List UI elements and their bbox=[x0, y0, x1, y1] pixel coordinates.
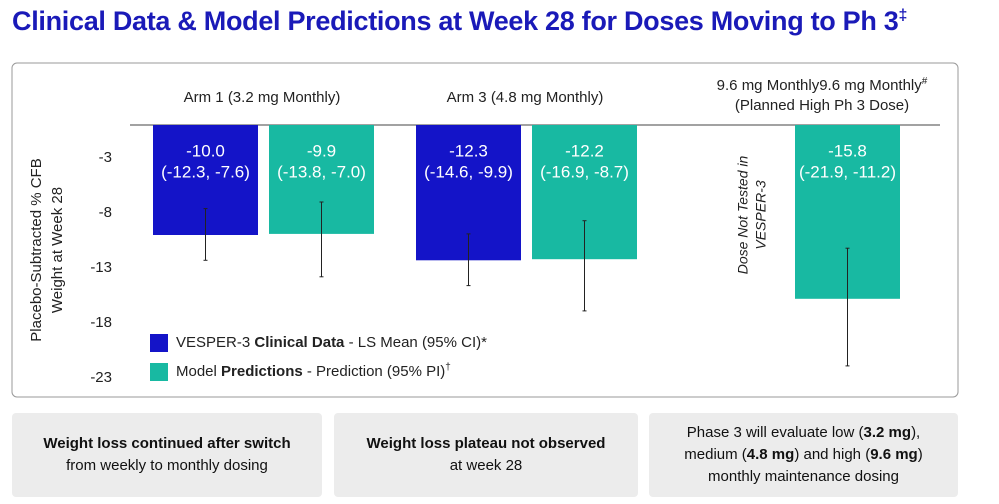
footer-text: monthly maintenance dosing bbox=[708, 468, 899, 485]
footer-line: at week 28 bbox=[450, 455, 523, 477]
value-label: -9.9 bbox=[307, 141, 336, 160]
ci-label: (-12.3, -7.6) bbox=[161, 162, 250, 181]
footer-line: medium (4.8 mg) and high (9.6 mg) bbox=[684, 444, 922, 466]
footer-text: 3.2 mg bbox=[863, 424, 912, 441]
category-text: 9.6 mg Monthly bbox=[819, 77, 922, 94]
category-label: 9.6 mg Monthly9.6 mg Monthly# bbox=[717, 76, 928, 94]
ci-label: (-13.8, -7.0) bbox=[277, 162, 366, 181]
footer-box: Weight loss continued after switch from w… bbox=[12, 413, 322, 497]
value-label: -12.2 bbox=[565, 141, 604, 160]
legend-text: Clinical Data bbox=[254, 334, 345, 351]
legend-label: Model Predictions - Prediction (95% PI)† bbox=[176, 362, 451, 380]
value-label: -15.8 bbox=[828, 141, 867, 160]
legend-text: - LS Mean (95% CI)* bbox=[344, 334, 487, 351]
y-tick-label: -23 bbox=[90, 369, 112, 386]
title-text: Clinical Data & Model Predictions at Wee… bbox=[12, 6, 899, 36]
annotation: Dose Not Tested in bbox=[735, 156, 751, 275]
y-axis-label: Weight at Week 28 bbox=[49, 187, 66, 313]
footer-text: 4.8 mg bbox=[746, 446, 795, 463]
ci-label: (-21.9, -11.2) bbox=[799, 162, 896, 181]
category-mark: # bbox=[922, 76, 928, 87]
category-label: Arm 1 (3.2 mg Monthly) bbox=[184, 89, 341, 106]
footer-line: Phase 3 will evaluate low (3.2 mg), bbox=[687, 422, 920, 444]
footer-line: from weekly to monthly dosing bbox=[66, 455, 268, 477]
category-label: Arm 3 (4.8 mg Monthly) bbox=[447, 89, 604, 106]
footer-text: ), bbox=[911, 424, 921, 441]
legend-text: - Prediction (95% PI) bbox=[303, 363, 446, 380]
chart: -3 -8 -13 -18 -23 Placebo-Subtracted % CFB Wei… bbox=[11, 62, 959, 398]
legend-text: † bbox=[445, 362, 451, 373]
footer-text: ) and high ( bbox=[794, 446, 871, 463]
category-label: (Planned High Ph 3 Dose) bbox=[735, 97, 909, 114]
footer-line: Weight loss plateau not observed bbox=[367, 433, 606, 455]
legend-swatch bbox=[150, 334, 168, 352]
legend-swatch bbox=[150, 363, 168, 381]
legend-text: Model bbox=[176, 363, 221, 380]
y-tick-label: -8 bbox=[99, 204, 112, 221]
footer-text: 9.6 mg bbox=[870, 446, 918, 463]
footer-text: Weight loss plateau not observed bbox=[366, 435, 606, 452]
title-mark: ‡ bbox=[898, 7, 908, 24]
footer-text: Weight loss continued after switch bbox=[43, 435, 291, 452]
slide-title: Clinical Data & Model Predictions at Wee… bbox=[12, 6, 907, 37]
footer-box: Phase 3 will evaluate low (3.2 mg), mediu… bbox=[649, 413, 958, 497]
footer-line: monthly maintenance dosing bbox=[708, 466, 899, 488]
footer-text: Phase 3 will evaluate low ( bbox=[686, 424, 864, 441]
legend-label: VESPER-3 Clinical Data - LS Mean (95% CI… bbox=[176, 334, 487, 351]
footer-text: ) bbox=[917, 446, 923, 463]
legend-text: VESPER-3 bbox=[176, 334, 254, 351]
legend-text: Predictions bbox=[221, 363, 303, 380]
y-tick-label: -3 bbox=[99, 149, 112, 166]
value-label: -12.3 bbox=[449, 141, 488, 160]
ci-label: (-16.9, -8.7) bbox=[540, 162, 629, 181]
y-tick-label: -13 bbox=[90, 259, 112, 276]
y-axis-label: Placebo-Subtracted % CFB bbox=[28, 158, 45, 341]
footer-text: from weekly to monthly dosing bbox=[66, 457, 268, 474]
footer-box: Weight loss plateau not observed at week … bbox=[334, 413, 638, 497]
annotation: VESPER-3 bbox=[753, 180, 769, 249]
value-label: -10.0 bbox=[186, 141, 225, 160]
footer-text: at week 28 bbox=[449, 457, 523, 474]
y-tick-label: -18 bbox=[90, 314, 112, 331]
footer-line: Weight loss continued after switch bbox=[43, 433, 290, 455]
footer-text: medium ( bbox=[684, 446, 747, 463]
ci-label: (-14.6, -9.9) bbox=[424, 162, 513, 181]
